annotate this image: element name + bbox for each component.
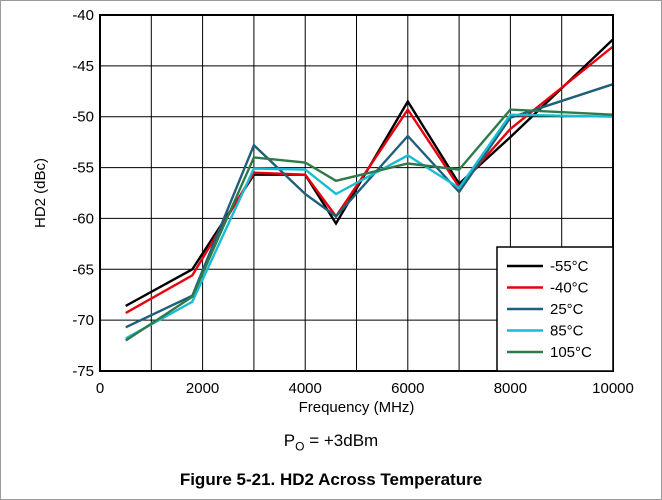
condition-value: = +3dBm [304, 431, 379, 450]
series-line-4 [125, 108, 614, 342]
legend-label-2: 25°C [550, 301, 584, 318]
series-lines [125, 38, 614, 342]
legend: -55°C -40°C 25°C 85°C 105°C [496, 246, 614, 372]
x-tick-label: 0 [96, 380, 104, 397]
y-tick-label: -40 [72, 7, 94, 24]
figure-caption: Figure 5-21. HD2 Across Temperature [179, 470, 483, 489]
y-tick-label: -75 [72, 363, 94, 380]
x-tick-label: 6000 [391, 380, 424, 397]
plot-area-border [99, 14, 614, 372]
x-tick-label: 10000 [592, 380, 634, 397]
y-tick-label: -60 [72, 210, 94, 227]
y-tick-label: -50 [72, 109, 94, 126]
y-tick-label: -45 [72, 58, 94, 75]
legend-label-4: 105°C [550, 344, 592, 361]
legend-label-0: -55°C [550, 258, 589, 275]
y-axis-label: HD2 (dBc) [32, 158, 49, 228]
legend-label-3: 85°C [550, 323, 584, 340]
x-tick-label: 2000 [186, 380, 219, 397]
x-tick-label: 8000 [494, 380, 527, 397]
condition-subscript: O [295, 439, 305, 454]
condition-symbol: P [283, 431, 296, 450]
tick-labels: 0 2000 4000 6000 8000 10000 -40 -45 -50 -55 -60 -65… [72, 7, 634, 397]
series-line-0 [125, 38, 614, 307]
y-tick-label: -70 [72, 312, 94, 329]
y-tick-label: -65 [72, 261, 94, 278]
series-line-3 [125, 113, 614, 340]
hd2-line-chart: 0 2000 4000 6000 8000 10000 -40 -45 -50 -55 -60 -65… [32, 7, 634, 416]
legend-label-1: -40°C [550, 280, 589, 297]
x-axis-label: Frequency (MHz) [299, 399, 415, 416]
series-line-2 [125, 83, 614, 329]
test-condition: PO = +3dBm [0, 431, 662, 453]
y-tick-label: -55 [72, 160, 94, 177]
x-tick-label: 4000 [289, 380, 322, 397]
